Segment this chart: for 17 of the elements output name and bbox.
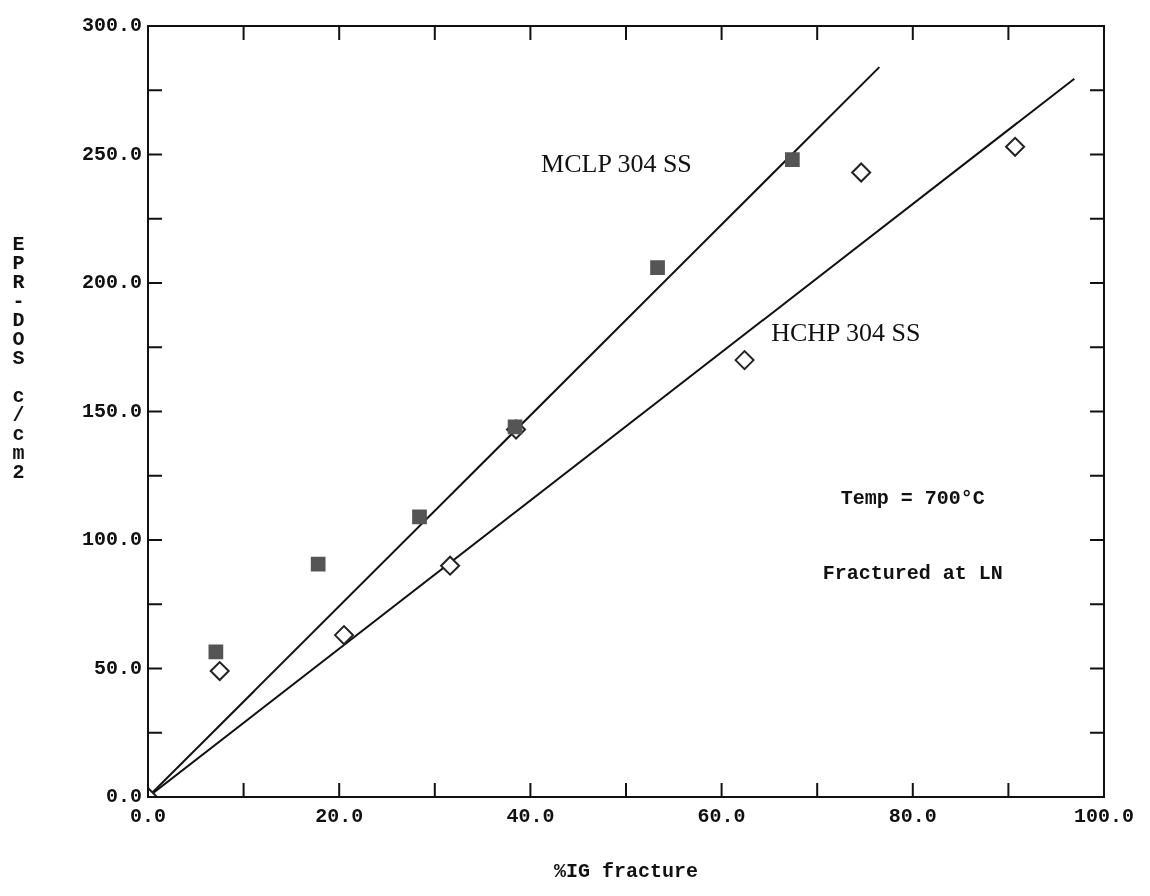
y-tick-label: 300.0 [81, 14, 142, 38]
annotation: Fractured at LN [822, 562, 1003, 586]
y-tick-label: 200.0 [81, 271, 142, 295]
y-axis-title: EPR-DOS c/cm2 [7, 233, 30, 480]
x-tick-label: 100.0 [1073, 805, 1134, 829]
x-axis-title: %IG fracture [553, 860, 699, 884]
x-tick-label: 80.0 [888, 805, 937, 829]
x-tick-label: 40.0 [506, 805, 555, 829]
y-tick-label: 50.0 [93, 656, 142, 680]
y-tick-label: 150.0 [81, 399, 142, 423]
x-tick-label: 60.0 [697, 805, 746, 829]
annotation: Temp = 700°C [840, 487, 985, 511]
x-tick-label: 20.0 [315, 805, 364, 829]
annotation: MCLP 304 SS [541, 148, 692, 178]
annotation: HCHP 304 SS [771, 318, 921, 348]
y-tick-label: 250.0 [81, 142, 142, 166]
y-tick-label: 100.0 [81, 528, 142, 552]
